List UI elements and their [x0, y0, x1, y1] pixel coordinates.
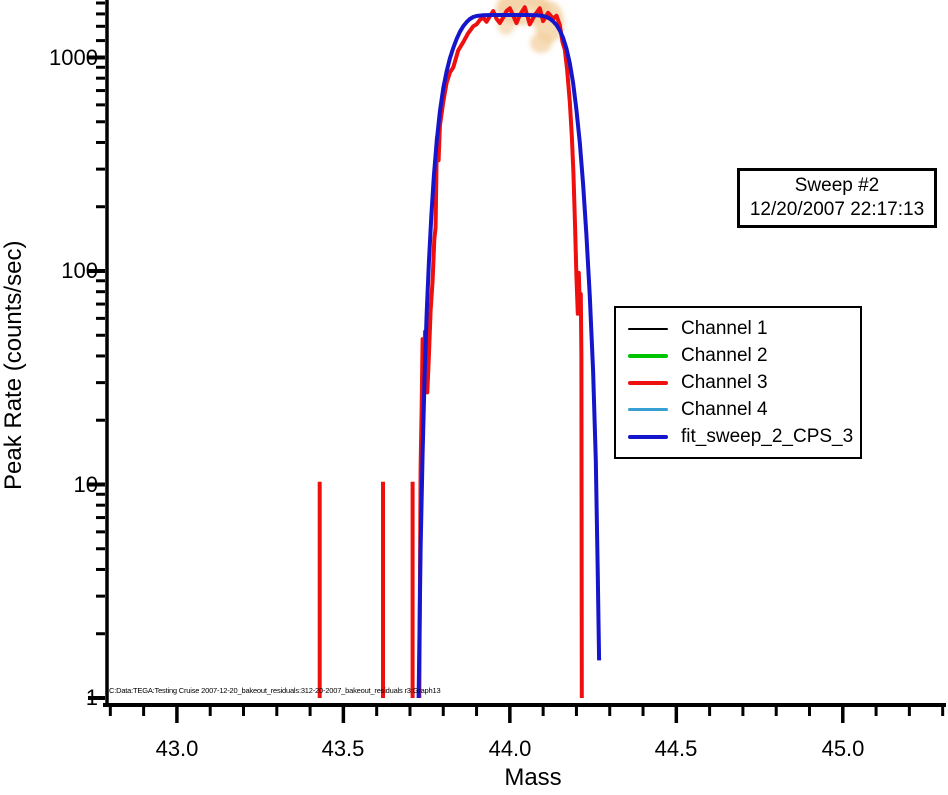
sweep-annotation-title: Sweep #2: [794, 175, 880, 196]
x-tick-label: 43.5: [321, 736, 365, 761]
y-tick-label: 1: [85, 685, 98, 710]
legend-item-fit-sweep-2-cps-3: fit_sweep_2_CPS_3: [628, 423, 854, 450]
legend-line-swatch: [628, 327, 668, 330]
y-tick-label: 10: [73, 472, 98, 497]
y-axis-ticks: [88, 1, 105, 700]
series-channel-3: [317, 5, 584, 699]
legend-label: fit_sweep_2_CPS_3: [681, 425, 854, 447]
sweep-annotation-timestamp: 12/20/2007 22:17:13: [749, 199, 925, 220]
sweep-annotation-box[interactable]: Sweep #2 12/20/2007 22:17:13: [737, 168, 937, 228]
legend-label: Channel 3: [681, 371, 768, 393]
legend-line-swatch: [628, 380, 668, 385]
legend-line-swatch: [628, 353, 668, 358]
legend-item-channel-1: Channel 1: [628, 315, 854, 342]
x-tick-label: 45.0: [821, 736, 865, 761]
legend-label: Channel 1: [681, 317, 768, 339]
file-path-watermark: C:Data:TEGA:Testing Cruise 2007-12-20_ba…: [109, 686, 441, 695]
legend-line-swatch: [628, 434, 668, 439]
axes: [103, 0, 946, 707]
x-axis-title: Mass: [504, 764, 562, 791]
series-fit-sweep-2-cps-3: [416, 13, 602, 699]
legend-line-swatch: [628, 408, 668, 411]
legend-label: Channel 2: [681, 344, 768, 366]
y-axis-title: Peak Rate (counts/sec): [0, 240, 27, 490]
legend-item-channel-3: Channel 3: [628, 369, 854, 396]
legend-item-channel-2: Channel 2: [628, 342, 854, 369]
x-axis-ticks: [108, 707, 945, 723]
x-tick-label: 44.0: [488, 736, 532, 761]
legend-label: Channel 4: [681, 398, 768, 420]
legend-item-channel-4: Channel 4: [628, 396, 854, 423]
x-tick-label: 44.5: [654, 736, 698, 761]
legend-box[interactable]: Channel 1 Channel 2 Channel 3 Channel 4 fit_…: [614, 306, 862, 459]
smudge-artifact: [496, 0, 564, 53]
y-tick-label: 1000: [49, 45, 98, 70]
y-tick-label: 100: [61, 258, 98, 283]
x-tick-label: 43.0: [155, 736, 199, 761]
